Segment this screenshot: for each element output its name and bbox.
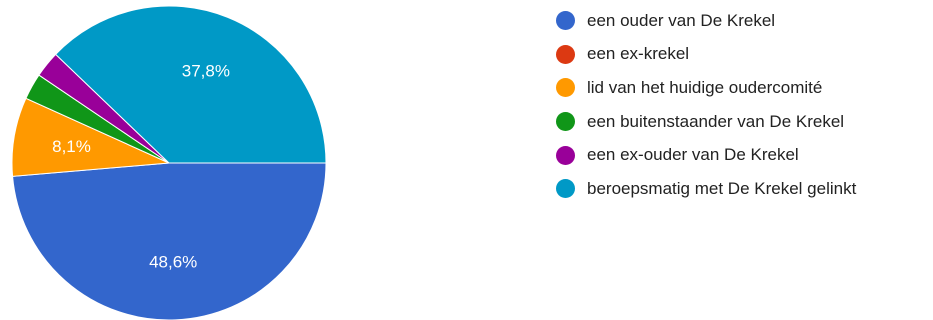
legend: een ouder van De Krekel een ex-krekel lid … [556, 4, 856, 206]
legend-item[interactable]: beroepsmatig met De Krekel gelinkt [556, 172, 856, 206]
legend-label: beroepsmatig met De Krekel gelinkt [587, 178, 857, 198]
legend-item[interactable]: een buitenstaander van De Krekel [556, 105, 856, 139]
legend-label: lid van het huidige oudercomité [587, 77, 823, 97]
pie-slice[interactable] [54, 5, 327, 164]
legend-item[interactable]: een ex-krekel [556, 38, 856, 72]
legend-label: een ex-krekel [587, 44, 690, 64]
legend-item[interactable]: een ex-ouder van De Krekel [556, 138, 856, 172]
pie-slice[interactable] [12, 162, 327, 320]
legend-item[interactable]: een ouder van De Krekel [556, 4, 856, 38]
legend-swatch [556, 145, 575, 165]
legend-swatch [556, 44, 575, 64]
slice-label: 37,8% [182, 62, 230, 81]
pie-chart: 48,6% 8,1% 37,8% [11, 5, 327, 320]
legend-swatch [556, 179, 575, 199]
legend-item[interactable]: lid van het huidige oudercomité [556, 71, 856, 105]
legend-swatch [556, 112, 575, 132]
legend-label: een ouder van De Krekel [587, 10, 776, 30]
legend-swatch [556, 78, 575, 98]
slice-label: 8,1% [52, 137, 91, 156]
legend-label: een buitenstaander van De Krekel [587, 111, 845, 131]
legend-swatch [556, 11, 575, 31]
slice-label: 48,6% [149, 252, 197, 271]
legend-label: een ex-ouder van De Krekel [587, 145, 799, 165]
